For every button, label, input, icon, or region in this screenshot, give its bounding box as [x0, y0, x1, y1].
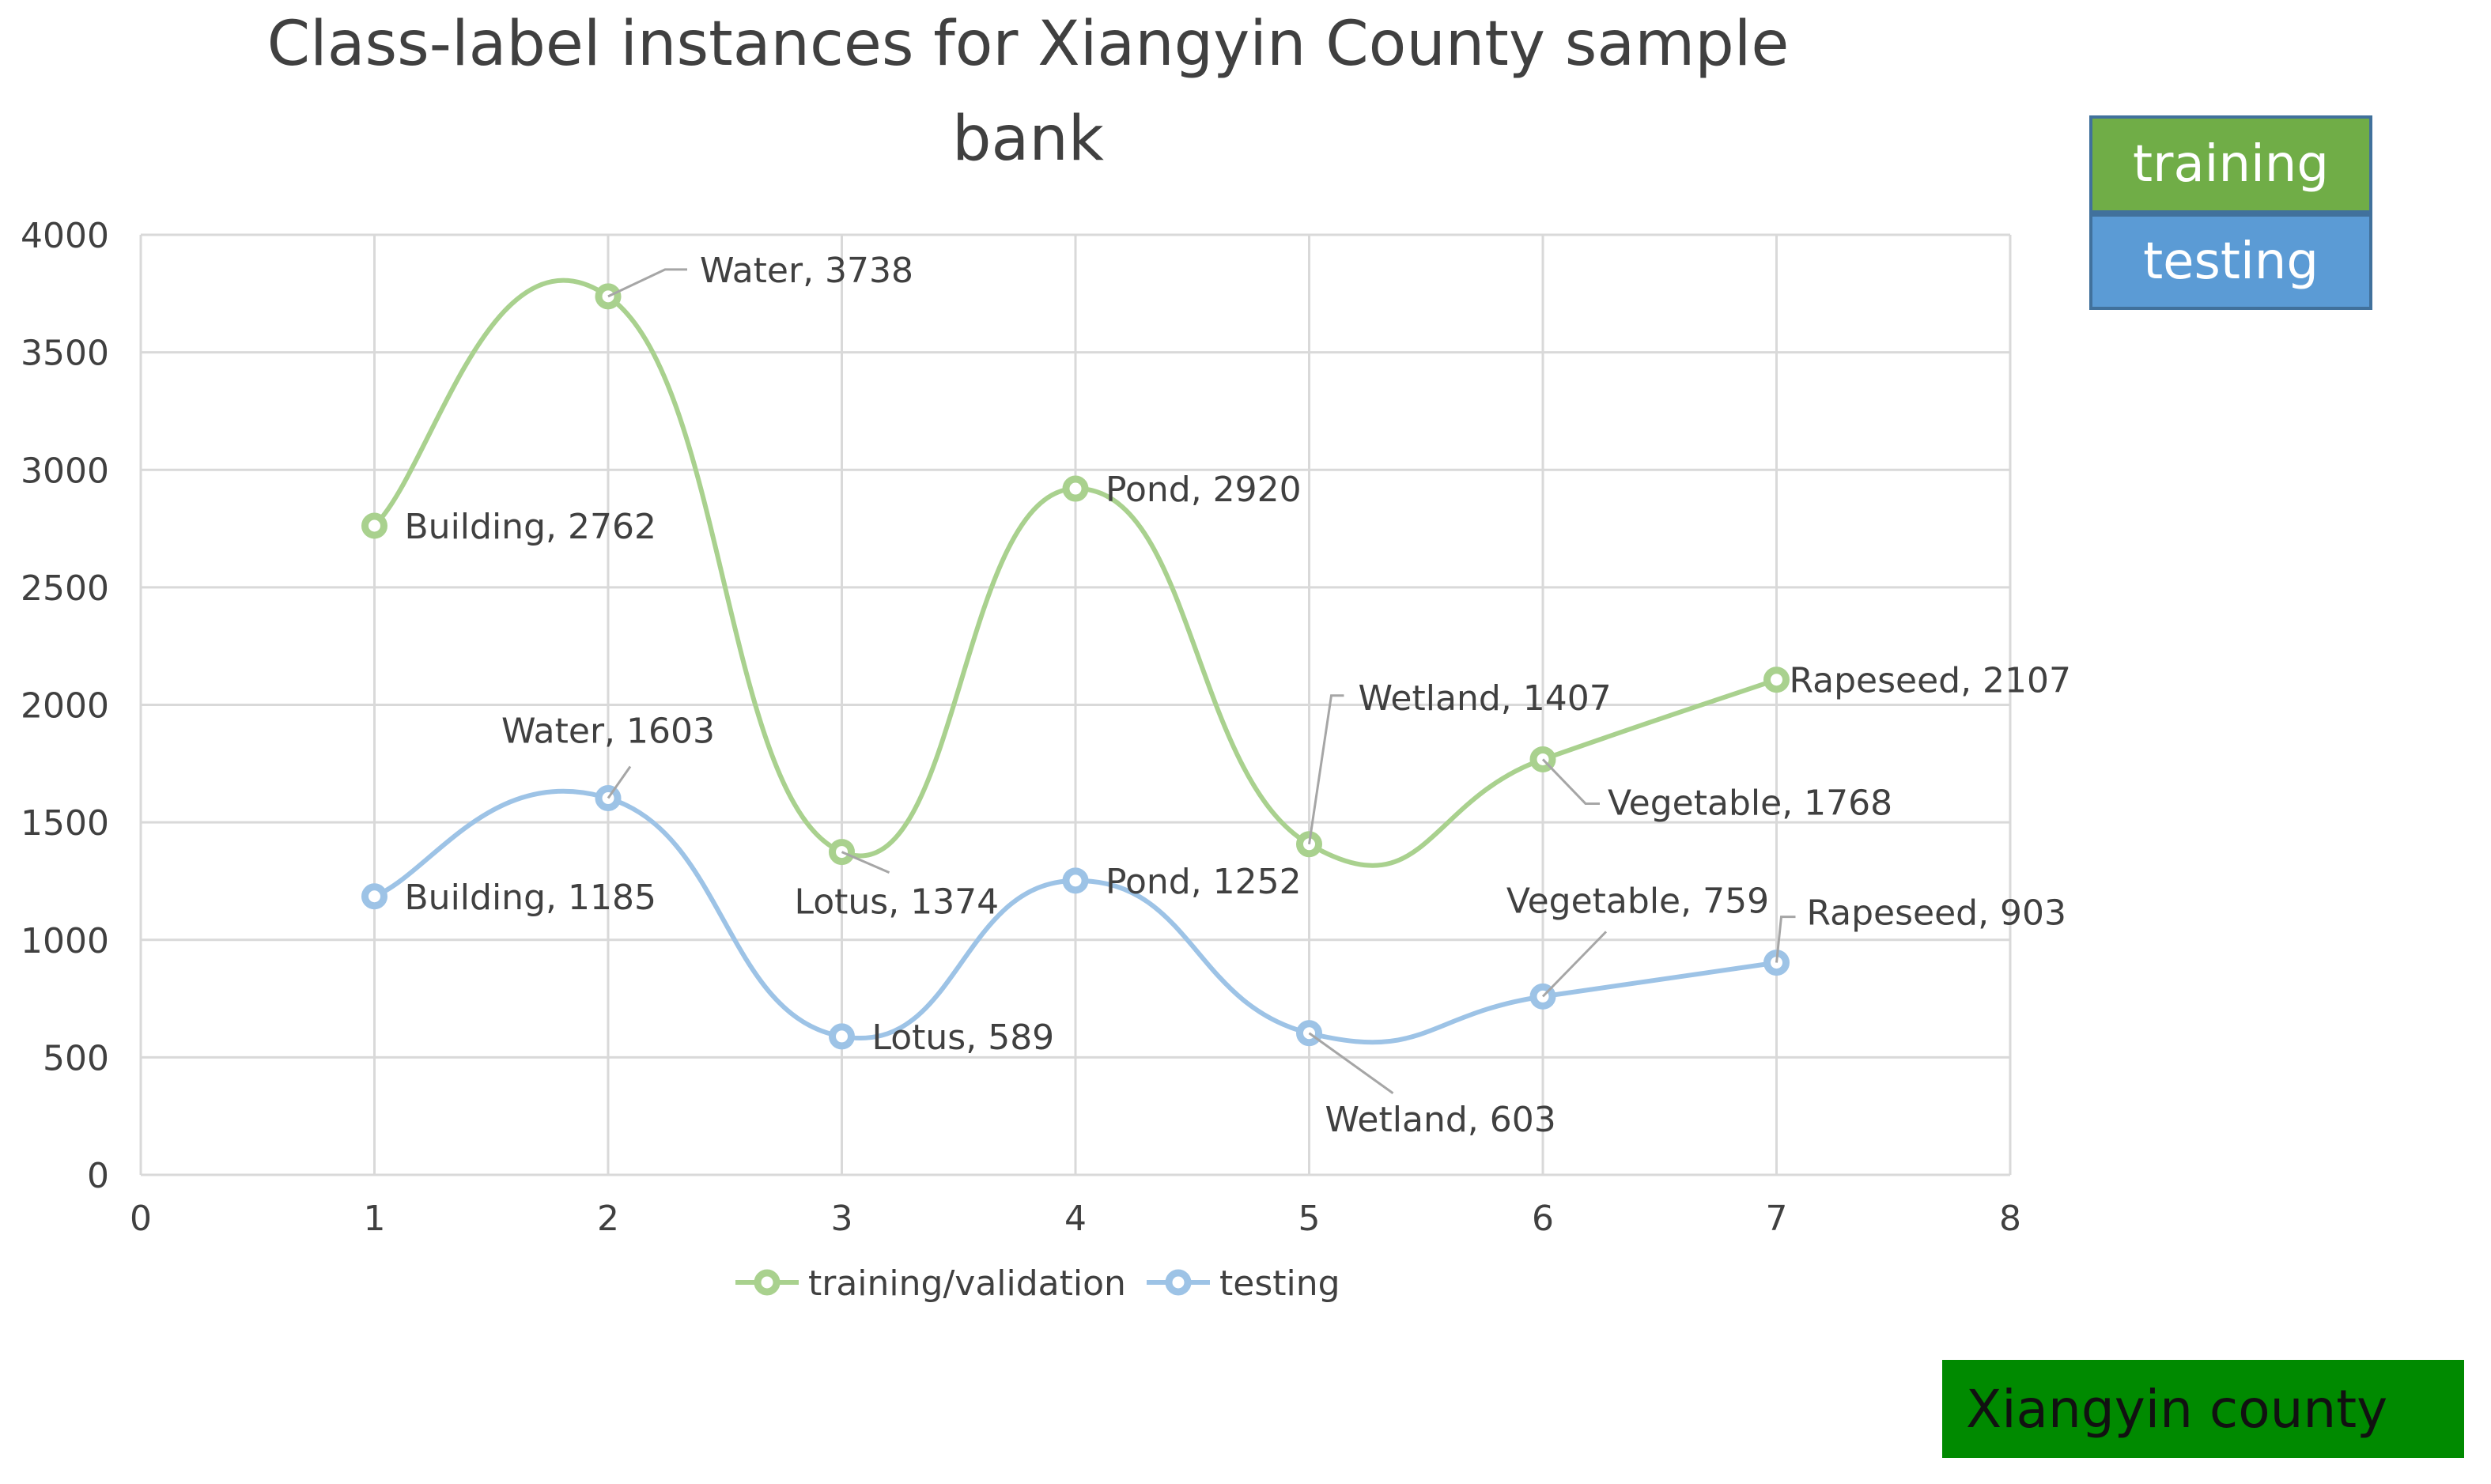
y-tick-label: 2500: [21, 568, 109, 609]
x-tick-label: 2: [597, 1199, 619, 1239]
y-tick-label: 1500: [21, 803, 109, 844]
legend-label: training/validation: [808, 1263, 1126, 1304]
training-box: training: [2089, 115, 2372, 213]
x-tick-label: 3: [831, 1199, 853, 1239]
y-tick-label: 2000: [21, 686, 109, 727]
data-label: Water, 3738: [700, 251, 913, 291]
legend-marker: [754, 1269, 781, 1296]
x-tick-label: 7: [1766, 1199, 1788, 1239]
county-label-box: Xiangyin county: [1942, 1360, 2464, 1458]
data-label: Building, 2762: [405, 507, 656, 547]
data-label: Wetland, 1407: [1359, 678, 1612, 719]
data-label-leader: [607, 765, 632, 799]
data-label: Pond, 1252: [1106, 862, 1302, 902]
data-point-marker: [1062, 867, 1089, 894]
data-label: Water, 1603: [501, 712, 715, 752]
leader-layer: [607, 268, 1796, 1094]
data-label: Lotus, 1374: [795, 882, 1000, 923]
y-tick-label: 3500: [21, 334, 109, 374]
y-tick-label: 1000: [21, 921, 109, 961]
x-tick-label: 1: [364, 1199, 386, 1239]
x-tick-label: 6: [1532, 1199, 1554, 1239]
data-label: Building, 1185: [405, 878, 656, 918]
data-label: Lotus, 589: [872, 1018, 1055, 1058]
y-tick-label: 500: [43, 1038, 109, 1078]
data-point-marker: [361, 512, 387, 539]
data-label: Vegetable, 1768: [1608, 783, 1892, 823]
y-tick-label: 3000: [21, 451, 109, 491]
data-point-marker: [1763, 666, 1790, 693]
data-point-marker: [361, 883, 387, 910]
data-label-leader: [1308, 1032, 1394, 1094]
data-label-leader: [1308, 694, 1344, 844]
data-label: Rapeseed, 2107: [1790, 661, 2072, 701]
x-tick-label: 4: [1064, 1199, 1087, 1239]
axis-layer: 0 500 1000 1500 2000 2500 3000 3500 4000 0 1 2 3 4 5 6 7…: [21, 216, 2021, 1239]
y-tick-label: 0: [87, 1156, 109, 1196]
data-label: Vegetable, 759: [1506, 881, 1769, 921]
data-label: Wetland, 603: [1325, 1100, 1556, 1140]
chart-title-line-2: bank: [952, 104, 1104, 175]
y-tick-label: 4000: [21, 216, 109, 256]
x-tick-label: 5: [1298, 1199, 1321, 1239]
data-label-leader: [1541, 758, 1600, 805]
x-tick-label: 8: [1999, 1199, 2021, 1239]
data-label-leader: [607, 268, 687, 298]
data-label-leader: [1541, 931, 1608, 998]
legend: training/validation testing: [735, 1263, 1340, 1304]
chart-title-line-1: Class-label instances for Xiangyin Count…: [267, 9, 1790, 80]
x-tick-label: 0: [130, 1199, 152, 1239]
testing-box: testing: [2089, 213, 2372, 310]
data-label-layer: Building, 2762 Water, 3738 Lotus, 1374 Pond…: [405, 251, 2072, 1140]
data-point-marker: [1062, 475, 1089, 502]
data-point-marker: [829, 1023, 855, 1050]
legend-marker: [1165, 1269, 1192, 1296]
legend-label: testing: [1219, 1263, 1340, 1304]
data-label-leader: [1775, 916, 1796, 963]
data-label: Pond, 2920: [1106, 470, 1302, 510]
data-label-leader: [841, 851, 890, 874]
data-label: Rapeseed, 903: [1807, 893, 2067, 934]
grid-layer: [139, 233, 2012, 1176]
